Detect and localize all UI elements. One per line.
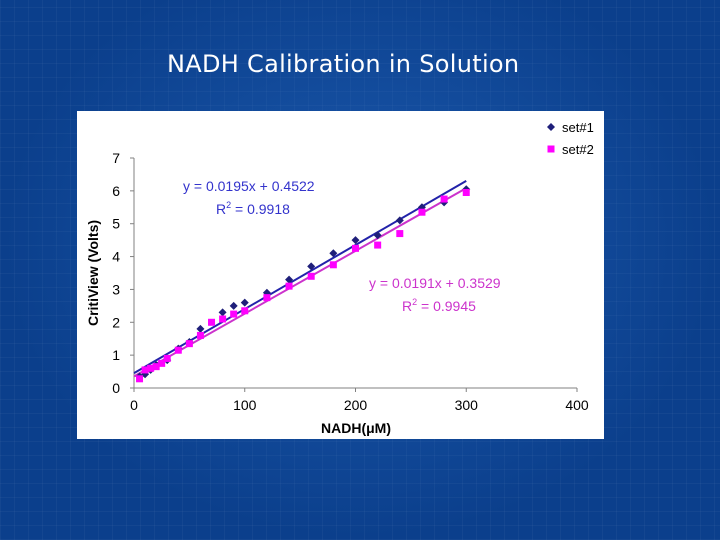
point-set1 [395,216,404,225]
point-set2 [352,244,359,252]
point-set2 [418,208,426,216]
point-set1 [351,236,360,245]
r2-set1-exp: 2 [226,200,231,210]
point-set2 [158,359,166,367]
slide-title: NADH Calibration in Solution [167,50,520,78]
x-axis-title: NADH(μM) [321,420,391,436]
r2-set1-label: R [216,201,226,217]
point-set2 [196,331,204,339]
point-set2 [307,272,315,280]
data-points [135,185,471,383]
point-set2 [374,241,382,249]
point-set2 [329,261,337,269]
point-set2 [230,310,238,318]
point-set1 [218,308,227,317]
point-set2 [147,364,155,372]
point-set2 [396,230,404,238]
x-tick-label: 400 [565,397,589,413]
y-tick-label: 6 [112,183,120,199]
point-set2 [163,354,171,362]
y-tick-label: 5 [112,216,120,232]
point-set1 [307,262,316,271]
r2-set2: R2 = 0.9945 [402,297,476,314]
r2-set2-label: R [402,298,412,314]
y-tick-label: 1 [112,347,120,363]
point-set2 [136,375,144,383]
legend-marker-set1 [547,123,555,131]
y-axis-title: CritiView (Volts) [85,220,101,326]
legend-label-set2: set#2 [562,142,594,157]
r2-set2-value: = 0.9945 [417,298,476,314]
point-set1 [329,249,338,258]
x-tick-label: 300 [455,397,479,413]
point-set1 [262,288,271,297]
y-tick-label: 3 [112,281,120,297]
legend-label-set1: set#1 [562,120,594,135]
y-tick-label: 0 [112,380,120,396]
point-set2 [219,315,227,323]
x-tick-label: 100 [233,397,257,413]
equation-set1: y = 0.0195x + 0.4522 [183,178,315,194]
equation-set2: y = 0.0191x + 0.3529 [369,275,501,291]
y-tick-label: 4 [112,249,120,265]
x-tick-label: 0 [130,397,138,413]
y-tick-label: 2 [112,314,120,330]
point-set2 [185,340,193,348]
point-set2 [174,346,182,354]
point-set1 [285,275,294,284]
point-set1 [229,301,238,310]
r2-set2-exp: 2 [412,297,417,307]
scatter-chart: 0 1 2 3 4 5 6 7 0 100 200 300 400 NADH(μM) CritiView… [85,116,603,436]
chart-ticks: 0 1 2 3 4 5 6 7 0 100 200 300 400 [112,150,589,413]
point-set2 [285,282,293,290]
r2-set1-value: = 0.9918 [231,201,290,217]
point-set2 [208,318,216,326]
point-set2 [152,363,160,371]
point-set2 [462,189,470,196]
point-set1 [196,324,205,333]
chart-panel: 0 1 2 3 4 5 6 7 0 100 200 300 400 NADH(μM) CritiView… [77,111,604,439]
r2-set1: R2 = 0.9918 [216,200,290,217]
legend: set#1 set#2 [543,116,603,162]
legend-marker-set2 [547,145,555,153]
point-set1 [240,298,249,307]
point-set1 [373,231,382,240]
point-set2 [440,195,448,203]
point-set2 [241,307,249,315]
point-set2 [141,366,149,374]
x-tick-label: 200 [344,397,368,413]
y-tick-label: 7 [112,150,120,166]
point-set2 [263,294,271,302]
